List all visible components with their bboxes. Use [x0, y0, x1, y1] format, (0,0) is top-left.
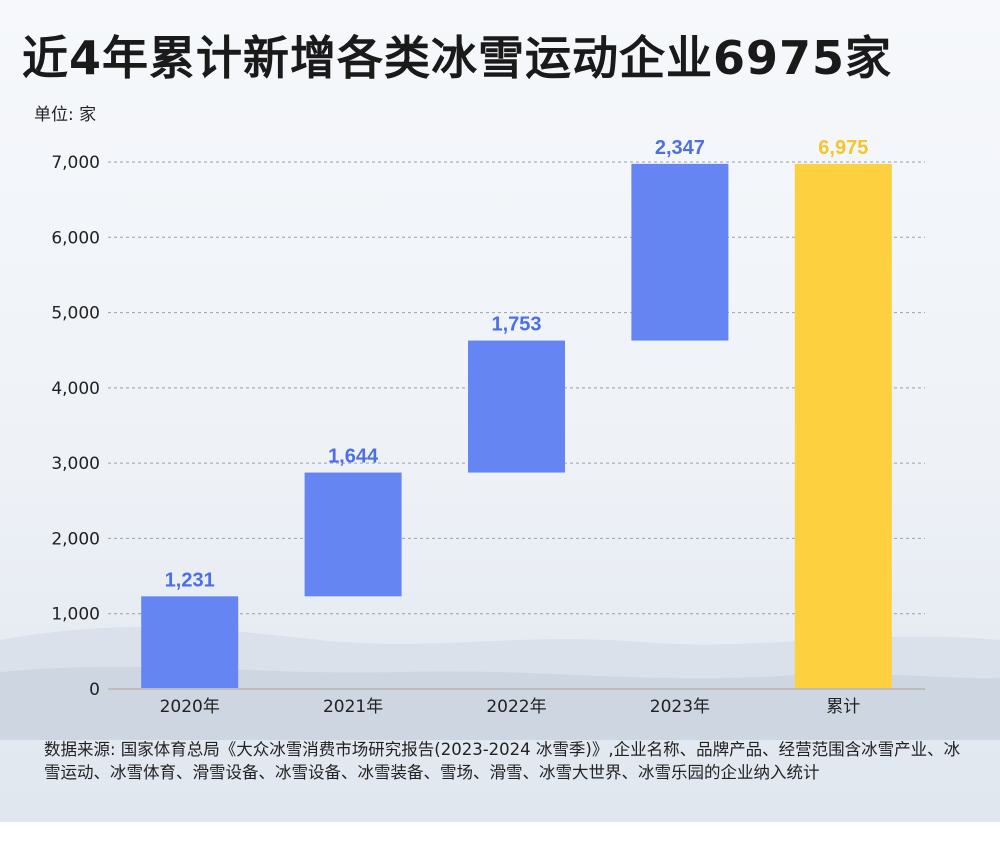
data-label: 2,347	[655, 137, 705, 159]
unit-label: 单位: 家	[34, 105, 97, 125]
bar-total	[794, 163, 892, 689]
y-tick-label: 1,000	[51, 605, 100, 625]
data-label: 6,975	[818, 137, 868, 159]
bottom-strip	[0, 822, 1000, 842]
source-note: 数据来源: 国家体育总局《大众冰雪消费市场研究报告(2023-2024 冰雪季)…	[44, 740, 961, 782]
x-tick-label: 2023年	[650, 697, 710, 717]
bar-increase	[304, 472, 402, 597]
data-label: 1,753	[491, 314, 541, 336]
hill-front	[0, 666, 1000, 740]
background-hills	[0, 626, 1000, 740]
y-tick-label: 0	[89, 680, 100, 700]
x-tick-label: 2020年	[160, 697, 220, 717]
data-label: 1,644	[328, 446, 379, 468]
y-tick-label: 5,000	[51, 304, 100, 324]
x-tick-label: 2021年	[323, 697, 383, 717]
y-tick-label: 4,000	[51, 379, 100, 399]
x-tick-label: 累计	[826, 697, 860, 717]
data-label: 1,231	[165, 569, 215, 591]
y-tick-label: 6,000	[51, 228, 100, 248]
y-tick-label: 7,000	[51, 153, 100, 173]
bar-increase	[631, 163, 729, 341]
waterfall-chart: 1,231 1,644 1,753 2,347 6,975 0 1,000 2,000 3,0…	[0, 137, 1000, 740]
bar-increase	[468, 340, 565, 473]
y-tick-label: 2,000	[51, 529, 100, 549]
chart-title: 近4年累计新增各类冰雪运动企业6975家	[22, 31, 893, 85]
bar-increase	[141, 596, 239, 689]
y-tick-label: 3,000	[51, 454, 100, 474]
x-tick-label: 2022年	[486, 697, 546, 717]
